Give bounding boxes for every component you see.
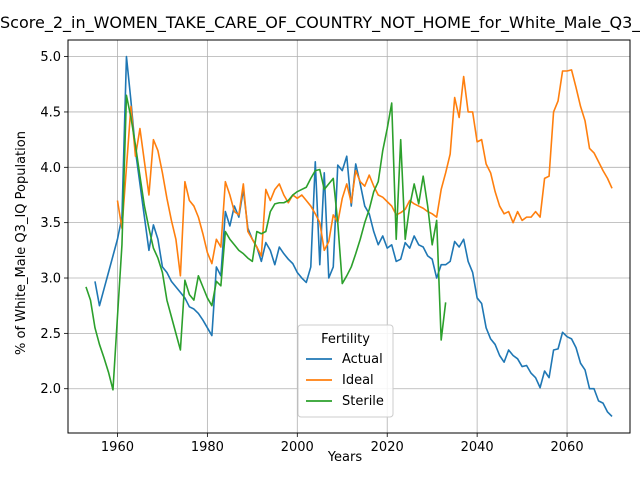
y-tick-label: 3.0 [40,272,61,287]
y-tick-label: 4.0 [40,161,61,176]
x-tick-label: 1960 [101,440,134,455]
x-tick-label: 1980 [191,440,224,455]
x-tick-label: 2060 [551,440,584,455]
y-tick-label: 5.0 [40,50,61,65]
x-tick-label: 2020 [371,440,404,455]
legend: Fertility Actual Ideal Sterile [297,324,394,418]
legend-title: Fertility [321,332,370,347]
grid-lines [68,40,630,433]
y-tick-label: 2.0 [40,382,61,397]
x-tick-label: 2040 [461,440,494,455]
y-tick-label: 4.5 [40,105,61,120]
plot-frame [67,39,631,434]
series-lines [85,55,613,417]
legend-box [297,324,394,418]
x-axis-label: Years [327,450,363,465]
series-line-sterile [85,94,447,391]
y-tick-label: 2.5 [40,327,61,342]
legend-label-actual: Actual [342,352,383,367]
x-tick-label: 2000 [281,440,314,455]
legend-label-sterile: Sterile [342,394,384,409]
y-axis-label: % of White_Male Q3_IQ Population [14,131,29,355]
series-line-ideal [116,69,613,277]
y-tick-label: 3.5 [40,216,61,231]
legend-label-ideal: Ideal [342,373,374,388]
axis-ticks: 1960 1980 2000 2020 2040 2060 2.0 2.5 3.0 3.5 4.0 4… [40,50,583,455]
chart-title: Score_2_in_WOMEN_TAKE_CARE_OF_COUNTRY_NO… [0,13,640,33]
